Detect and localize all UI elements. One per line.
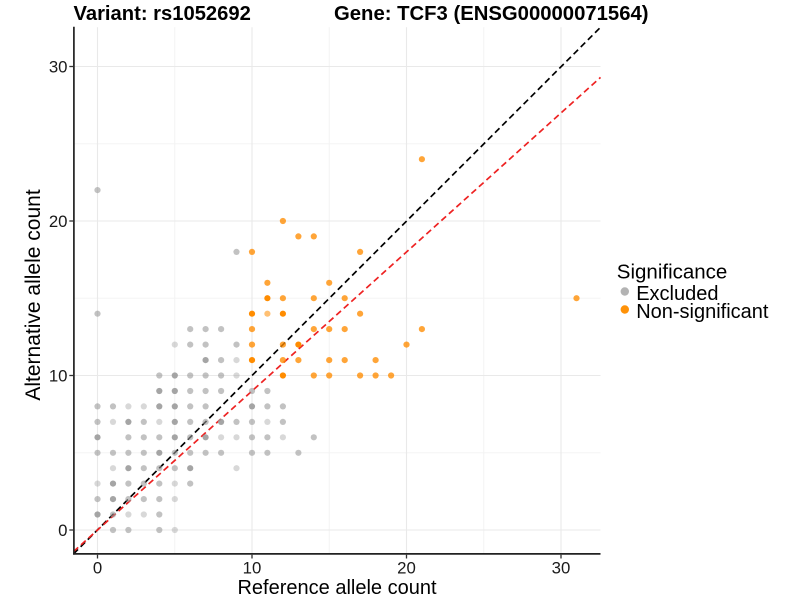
svg-text:Significance: Significance [617, 261, 728, 284]
svg-text:30: 30 [552, 559, 571, 578]
svg-text:Non-significant: Non-significant [636, 301, 769, 323]
svg-text:20: 20 [397, 559, 416, 578]
svg-text:Alternative allele count: Alternative allele count [22, 189, 45, 400]
svg-text:Excluded: Excluded [636, 283, 718, 305]
svg-text:Variant: rs1052692: Variant: rs1052692 [74, 3, 251, 25]
svg-text:10: 10 [243, 559, 262, 578]
svg-text:20: 20 [49, 212, 68, 231]
svg-text:0: 0 [58, 521, 67, 540]
svg-text:10: 10 [49, 366, 68, 385]
svg-text:Gene: TCF3 (ENSG00000071564): Gene: TCF3 (ENSG00000071564) [334, 3, 649, 25]
svg-text:30: 30 [49, 57, 68, 76]
svg-text:Reference allele count: Reference allele count [237, 577, 436, 599]
svg-text:0: 0 [93, 559, 102, 578]
